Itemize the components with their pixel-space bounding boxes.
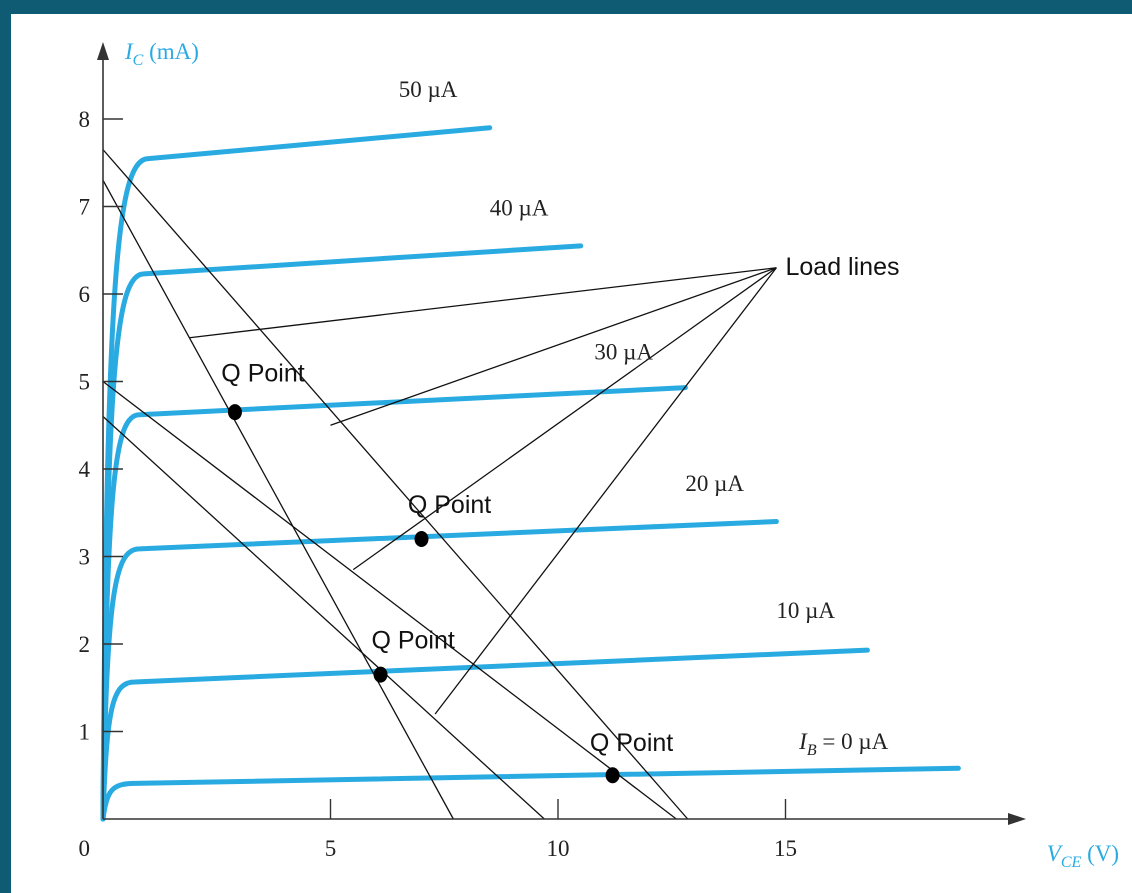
y-tick-label-5: 6 (79, 282, 91, 307)
x-axis-arrow (1008, 813, 1026, 825)
load-line-3 (102, 416, 545, 820)
curve-label-1: 10 µA (776, 598, 835, 623)
load-lines (102, 149, 689, 820)
y-tick-label-0: 1 (79, 720, 91, 745)
y-tick-label-3: 4 (79, 457, 91, 482)
q-point-label-3: Q Point (590, 729, 673, 757)
curve-label-3: 30 µA (594, 340, 653, 365)
q-point-label-2: Q Point (371, 626, 454, 654)
load-line-0 (102, 149, 689, 820)
q-point-0 (227, 404, 242, 421)
annotation-leader-2 (352, 267, 777, 571)
load-lines-label: Load lines (786, 253, 900, 281)
annotation-leader-3 (434, 267, 777, 715)
load-line-2 (102, 380, 677, 820)
annotation-leader-0 (189, 267, 777, 339)
curve-label-2: 20 µA (685, 471, 744, 496)
x-tick-label-0: 5 (325, 836, 337, 861)
characteristic-curves (100, 125, 961, 822)
axes: 5 10 15 1 2 3 4 5 6 7 8 0 IC (mA) VCE (V) (79, 39, 1120, 871)
chart-frame: Load lines 5 10 15 1 2 3 4 5 6 7 8 0 IC (mA) VCE (V) … (11, 14, 1132, 893)
origin-label: 0 (79, 836, 91, 861)
load-line-1 (102, 179, 454, 820)
y-tick-label-4: 5 (79, 370, 91, 395)
curve-label-0: IB = 0 µA (798, 729, 888, 759)
y-tick-label-2: 3 (79, 545, 91, 570)
curve-label-4: 40 µA (490, 195, 549, 220)
y-axis-title: IC (mA) (124, 39, 199, 69)
q-points: Q Point Q Point Q Point Q Point (221, 360, 673, 784)
q-point-label-0: Q Point (221, 360, 304, 388)
annotation-leader-1 (330, 267, 777, 426)
q-point-3 (605, 767, 620, 784)
q-point-label-1: Q Point (408, 491, 491, 519)
labels: IB = 0 µA 10 µA 20 µA 30 µA 40 µA 50 µA (399, 77, 889, 759)
q-point-1 (414, 531, 429, 547)
ib-curve-1 (100, 647, 870, 822)
ib-curve-0 (100, 765, 961, 822)
x-axis-title: VCE (V) (1047, 841, 1119, 871)
y-tick-label-1: 2 (79, 632, 91, 657)
q-point-2 (373, 666, 388, 683)
ib-curve-5 (100, 125, 493, 822)
load-lines-annotation: Load lines (189, 253, 900, 715)
y-tick-label-6: 7 (79, 195, 91, 220)
curve-label-5: 50 µA (399, 77, 458, 102)
x-tick-label-2: 15 (774, 836, 797, 861)
y-axis-arrow (97, 42, 109, 60)
y-tick-label-7: 8 (79, 107, 91, 132)
x-tick-label-1: 10 (547, 836, 570, 861)
